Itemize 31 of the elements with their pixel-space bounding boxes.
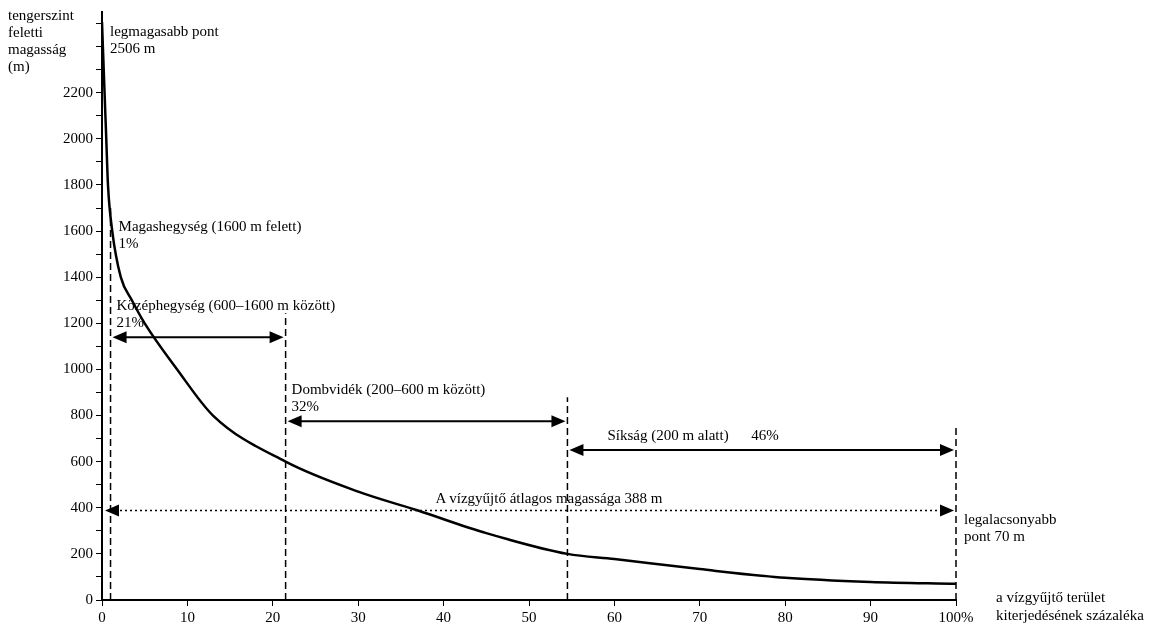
y-tick-label: 1400 [63,268,93,285]
x-tick-label: 30 [350,608,366,625]
x-tick-label: 50 [521,608,537,625]
annotation: Síkság (200 m alatt) 46% [607,427,779,445]
y-tick-label: 0 [85,590,93,607]
y-tick-label: 2200 [63,83,93,100]
x-tick-label: 90 [863,608,879,625]
y-tick-label: 1000 [63,360,93,377]
x-tick-label: 60 [606,608,622,625]
x-tick-label: 80 [777,608,793,625]
x-tick-label: 40 [436,608,452,625]
y-axis-title: tengerszint feletti magasság (m) [8,7,75,75]
y-tick-label: 800 [70,406,93,423]
x-tick-label: 0 [98,608,106,625]
x-tick-label: 100% [938,608,974,625]
y-tick-label: 200 [70,544,93,561]
y-tick-label: 1200 [63,314,93,331]
annotation: legmagasabb pont 2506 m [110,23,220,57]
x-tick-label: 70 [692,608,708,625]
y-tick-label: 1800 [63,175,93,192]
y-tick-label: 400 [70,498,93,515]
x-tick-label: 10 [179,608,195,625]
annotation: Magashegység (1600 m felett) 1% [118,218,302,252]
x-tick-label: 20 [265,608,281,625]
annotation: Dombvidék (200–600 m között) 32% [291,381,486,415]
ref-line-label: A vízgyűjtő átlagos magassága 388 m [435,489,663,506]
y-tick-label: 600 [70,452,93,469]
y-tick-label: 1600 [63,222,93,238]
x-axis-title: a vízgyűjtő terület kiterjedésének százaléka [996,589,1145,623]
annotation: legalacsonyabb pont 70 m [964,510,1057,544]
y-tick-label: 2000 [63,129,93,146]
